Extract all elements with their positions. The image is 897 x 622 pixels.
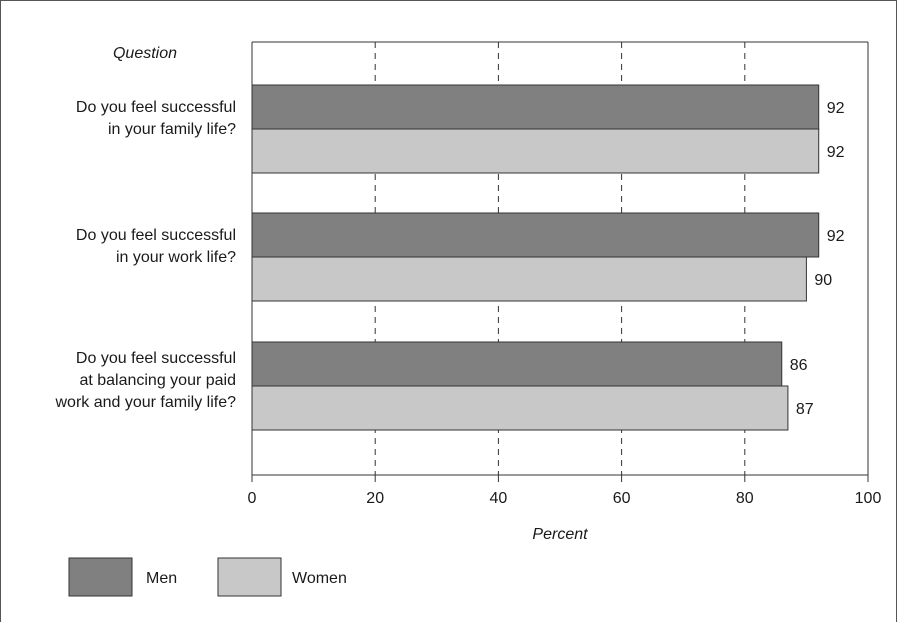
x-tick-label: 40 [490,490,508,507]
question-labels: Do you feel successful in your family lif… [54,99,236,411]
data-label: 92 [827,228,845,245]
x-axis-title: Percent [532,526,588,543]
question-label: Do you feel successful [76,99,236,116]
x-tick-label: 80 [736,490,754,507]
data-label: 86 [790,357,808,374]
bar-men [251,84,820,130]
question-label: work and your family life? [54,394,236,411]
question-label: in your family life? [108,121,236,138]
bar-men [251,212,820,258]
data-labels: 92 92 92 90 86 87 [790,100,845,418]
question-heading: Question [113,45,177,62]
data-label: 92 [827,144,845,161]
question-label: at balancing your paid [79,372,236,389]
bar-men [251,341,783,387]
legend-swatch-men [68,557,133,597]
legend: Men Women [68,557,347,597]
legend-label-men: Men [146,570,177,587]
bars [251,84,820,431]
question-label: in your work life? [116,249,236,266]
data-label: 90 [814,272,832,289]
data-label: 92 [827,100,845,117]
legend-swatch-women [217,557,282,597]
x-tick-label: 100 [855,490,882,507]
x-tick-label: 60 [613,490,631,507]
axes: 0 20 40 60 80 100 [248,41,882,507]
question-label: Do you feel successful [76,350,236,367]
x-tick-label: 0 [248,490,257,507]
question-label: Do you feel successful [76,227,236,244]
bar-women [251,385,789,431]
data-label: 87 [796,401,814,418]
bar-women [251,256,807,302]
bar-women [251,128,820,174]
x-tick-label: 20 [366,490,384,507]
legend-label-women: Women [292,570,347,587]
